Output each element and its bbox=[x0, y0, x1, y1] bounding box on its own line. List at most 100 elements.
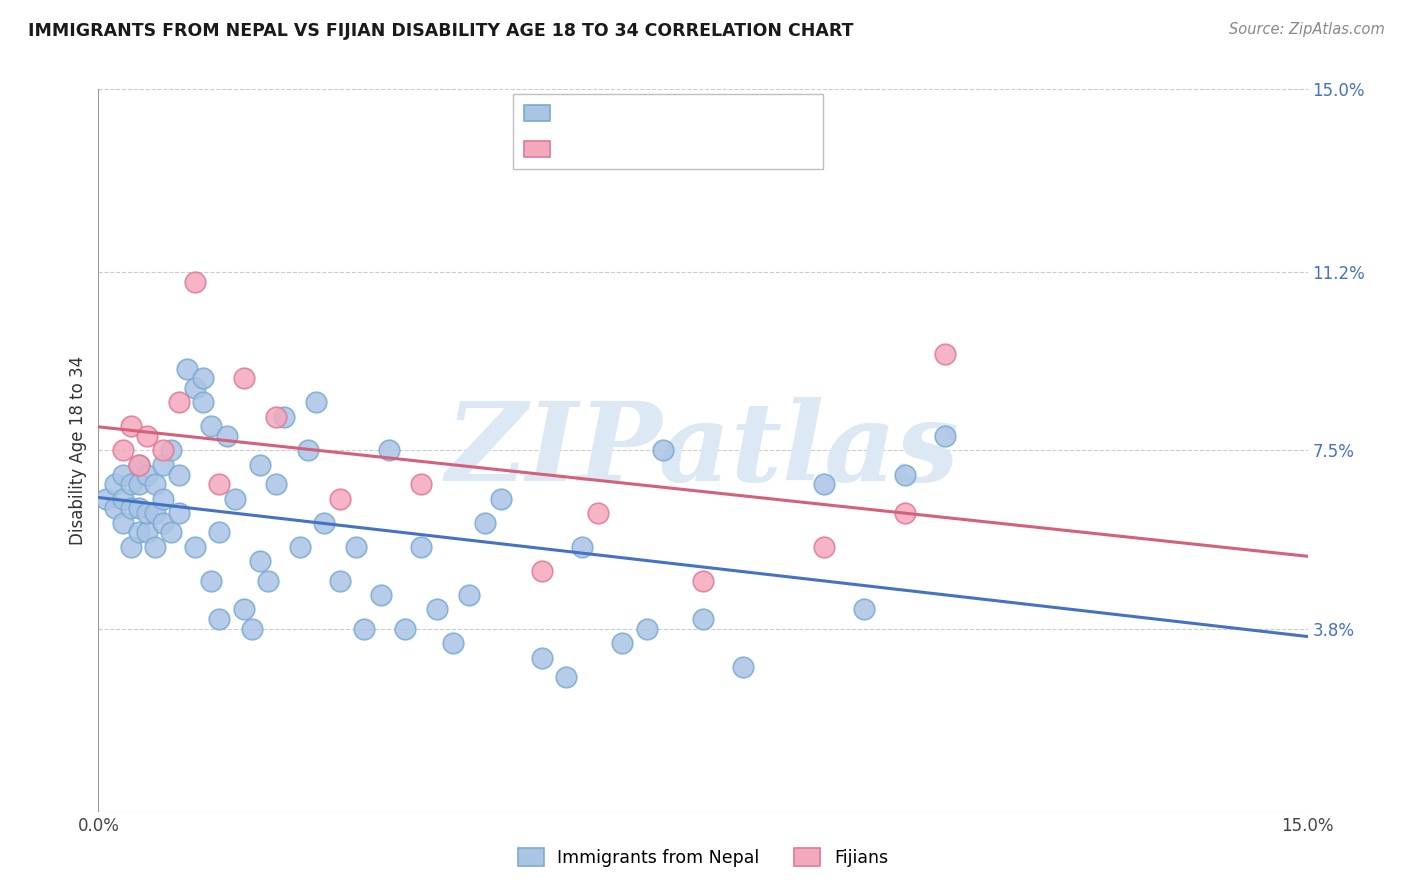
Point bbox=[167, 395, 190, 409]
Point bbox=[530, 650, 553, 665]
Point bbox=[103, 501, 125, 516]
Text: N =: N = bbox=[657, 140, 714, 158]
Text: 0.066: 0.066 bbox=[600, 104, 664, 122]
Point bbox=[208, 525, 231, 540]
Point bbox=[329, 491, 352, 506]
Point bbox=[111, 443, 134, 458]
Point bbox=[193, 371, 215, 385]
Point bbox=[344, 540, 367, 554]
Point bbox=[167, 506, 190, 520]
Point bbox=[394, 622, 416, 636]
Point bbox=[152, 443, 174, 458]
Point bbox=[240, 622, 263, 636]
Text: 0.138: 0.138 bbox=[600, 140, 664, 158]
Point bbox=[120, 540, 142, 554]
Point bbox=[853, 602, 876, 616]
Point bbox=[314, 516, 336, 530]
Point bbox=[184, 381, 207, 395]
Point bbox=[893, 506, 915, 520]
Point bbox=[491, 491, 513, 506]
Point bbox=[571, 540, 593, 554]
Point bbox=[224, 491, 246, 506]
Point bbox=[120, 419, 142, 434]
Legend: Immigrants from Nepal, Fijians: Immigrants from Nepal, Fijians bbox=[509, 839, 897, 875]
Point bbox=[555, 670, 578, 684]
Point bbox=[733, 660, 755, 674]
Point bbox=[128, 458, 150, 472]
Text: IMMIGRANTS FROM NEPAL VS FIJIAN DISABILITY AGE 18 TO 34 CORRELATION CHART: IMMIGRANTS FROM NEPAL VS FIJIAN DISABILI… bbox=[28, 22, 853, 40]
Point bbox=[128, 458, 150, 472]
Point bbox=[249, 458, 271, 472]
Text: N =: N = bbox=[657, 104, 714, 122]
Text: R =: R = bbox=[561, 104, 600, 122]
Point bbox=[128, 477, 150, 491]
Text: R =: R = bbox=[561, 140, 600, 158]
Point bbox=[135, 506, 157, 520]
Point bbox=[193, 395, 215, 409]
Point bbox=[200, 574, 222, 588]
Point bbox=[441, 636, 464, 650]
Point bbox=[612, 636, 634, 650]
Point bbox=[160, 525, 183, 540]
Point bbox=[893, 467, 915, 482]
Point bbox=[96, 491, 118, 506]
Point bbox=[692, 612, 714, 626]
Point bbox=[232, 371, 254, 385]
Point bbox=[184, 540, 207, 554]
Point bbox=[135, 429, 157, 443]
Point bbox=[103, 477, 125, 491]
Point bbox=[377, 443, 399, 458]
Point bbox=[143, 540, 166, 554]
Y-axis label: Disability Age 18 to 34: Disability Age 18 to 34 bbox=[69, 356, 87, 545]
Point bbox=[530, 564, 553, 578]
Point bbox=[143, 477, 166, 491]
Point bbox=[370, 588, 392, 602]
Point bbox=[120, 501, 142, 516]
Point bbox=[474, 516, 496, 530]
Point bbox=[111, 467, 134, 482]
Text: 72: 72 bbox=[718, 104, 744, 122]
Point bbox=[813, 540, 835, 554]
Text: Source: ZipAtlas.com: Source: ZipAtlas.com bbox=[1229, 22, 1385, 37]
Point bbox=[636, 622, 658, 636]
Point bbox=[426, 602, 449, 616]
Point bbox=[111, 516, 134, 530]
Point bbox=[264, 409, 287, 424]
Point bbox=[273, 409, 295, 424]
Point bbox=[353, 622, 375, 636]
Point bbox=[152, 516, 174, 530]
Point bbox=[409, 477, 432, 491]
Point bbox=[458, 588, 481, 602]
Point bbox=[692, 574, 714, 588]
Point bbox=[249, 554, 271, 568]
Point bbox=[135, 467, 157, 482]
Point bbox=[128, 501, 150, 516]
Text: ZIPatlas: ZIPatlas bbox=[446, 397, 960, 504]
Point bbox=[208, 612, 231, 626]
Point bbox=[208, 477, 231, 491]
Point bbox=[176, 361, 198, 376]
Point bbox=[264, 477, 287, 491]
Point bbox=[152, 491, 174, 506]
Point bbox=[152, 458, 174, 472]
Point bbox=[813, 477, 835, 491]
Point bbox=[128, 525, 150, 540]
Point bbox=[256, 574, 278, 588]
Point bbox=[305, 395, 328, 409]
Point bbox=[232, 602, 254, 616]
Point bbox=[120, 477, 142, 491]
Text: 18: 18 bbox=[718, 140, 744, 158]
Point bbox=[934, 347, 956, 361]
Point bbox=[200, 419, 222, 434]
Point bbox=[217, 429, 239, 443]
Point bbox=[586, 506, 609, 520]
Point bbox=[160, 443, 183, 458]
Point bbox=[297, 443, 319, 458]
Point bbox=[184, 275, 207, 289]
Point bbox=[409, 540, 432, 554]
Point bbox=[167, 467, 190, 482]
Point bbox=[143, 506, 166, 520]
Point bbox=[651, 443, 673, 458]
Point bbox=[934, 429, 956, 443]
Point bbox=[329, 574, 352, 588]
